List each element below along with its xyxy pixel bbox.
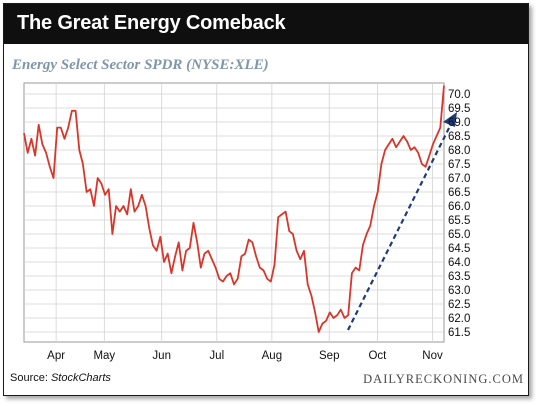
source-note: Source: StockCharts: [10, 372, 111, 384]
x-tick-label: Jun: [152, 350, 171, 362]
chart-title: Energy Select Sector SPDR (NYSE:XLE): [12, 57, 269, 73]
trend-arrow-head: [443, 112, 457, 127]
y-tick-label: 68.0: [448, 145, 470, 157]
source-prefix: Source:: [10, 372, 51, 384]
x-tick-label: Sep: [319, 350, 339, 362]
y-tick-label: 69.0: [448, 117, 470, 129]
y-tick-label: 62.0: [448, 313, 470, 325]
chart-frame: The Great Energy Comeback: [3, 3, 529, 396]
header-bar: The Great Energy Comeback: [4, 4, 528, 44]
y-tick-label: 61.5: [448, 327, 470, 339]
brand-watermark: DAILYRECKONING.COM: [363, 372, 524, 386]
y-tick-label: 69.5: [448, 103, 470, 115]
y-tick-label: 70.0: [448, 89, 470, 101]
trend-arrow-line: [347, 127, 450, 331]
y-tick-label: 67.0: [448, 173, 470, 185]
y-tick-label: 68.5: [448, 131, 470, 143]
y-tick-label: 65.0: [448, 229, 470, 241]
x-tick-label: Nov: [422, 350, 443, 362]
y-tick-label: 63.0: [448, 285, 470, 297]
y-tick-label: 63.5: [448, 271, 470, 283]
y-tick-label: 62.5: [448, 299, 470, 311]
source-name: StockCharts: [50, 372, 111, 384]
price-line: [23, 85, 445, 333]
x-tick-label: Aug: [262, 350, 282, 362]
x-tick-label: Oct: [368, 350, 387, 362]
y-tick-label: 66.5: [448, 187, 470, 199]
plot-border: [23, 82, 445, 343]
page-title: The Great Energy Comeback: [17, 12, 286, 34]
y-tick-label: 66.0: [448, 201, 470, 213]
x-tick-label: Apr: [47, 350, 65, 362]
y-tick-label: 67.5: [448, 159, 470, 171]
y-tick-label: 65.5: [448, 215, 470, 227]
x-tick-label: Jul: [209, 350, 224, 362]
y-tick-label: 64.0: [448, 257, 470, 269]
y-tick-label: 64.5: [448, 243, 470, 255]
x-tick-label: May: [93, 350, 115, 362]
